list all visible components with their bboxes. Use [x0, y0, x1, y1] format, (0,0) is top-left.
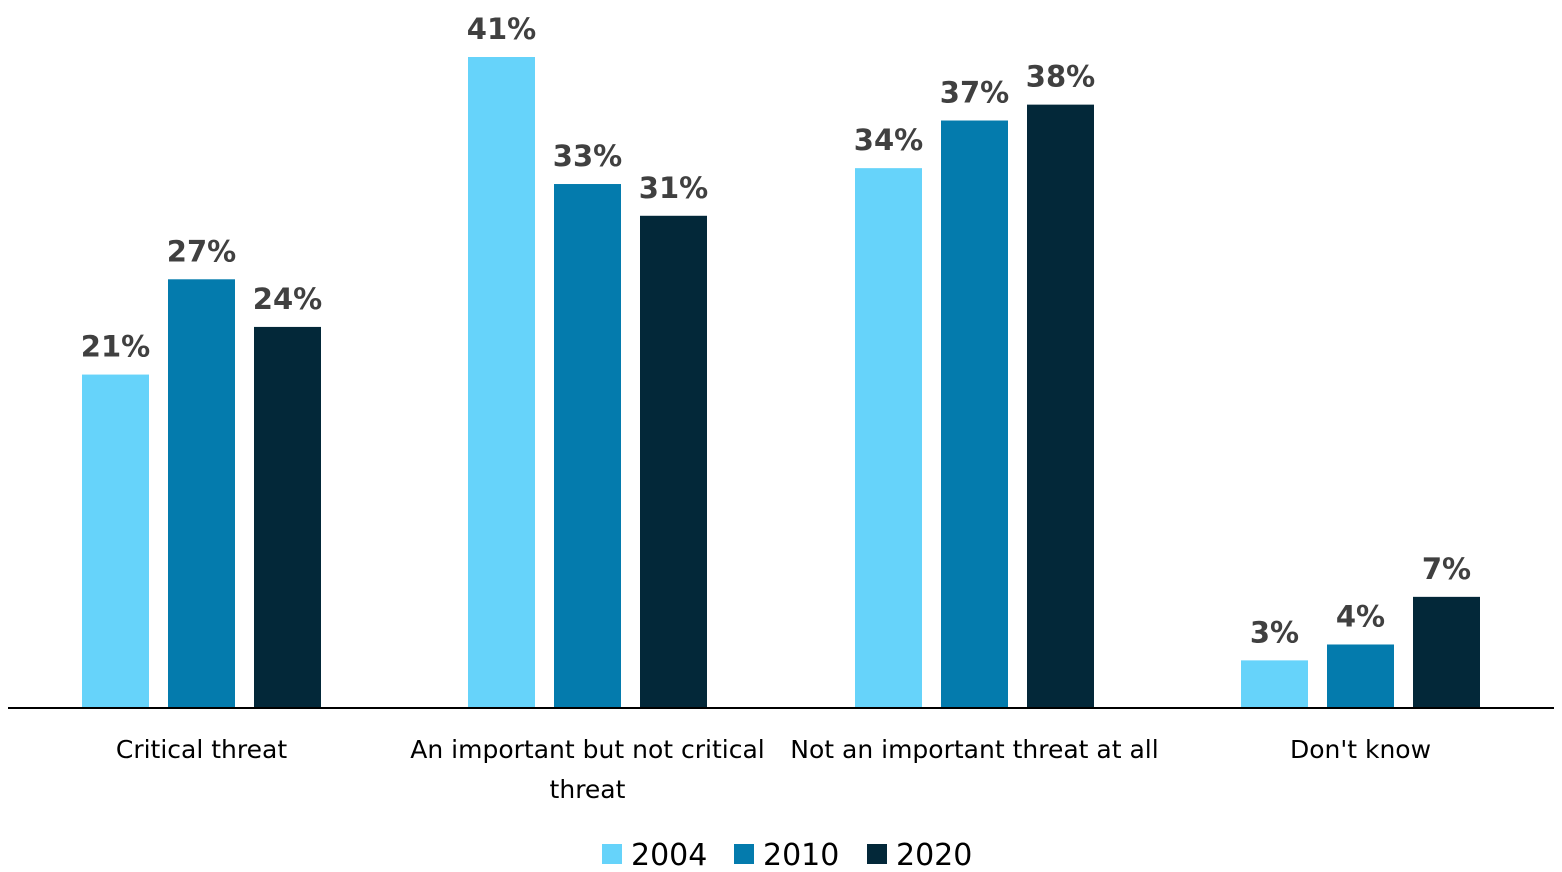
data-label-2010-4: 4%	[1336, 599, 1385, 633]
category-labels-layer: Critical threat An important but not crit…	[116, 735, 1431, 804]
data-label-2004-2: 41%	[467, 12, 536, 46]
bar-2020-4	[1413, 596, 1480, 708]
legend-swatch-2010	[734, 844, 754, 864]
bar-2010-2	[554, 184, 621, 708]
category-label-2-line-1: An important but not critical	[410, 735, 764, 764]
bar-2010-4	[1327, 644, 1394, 708]
category-label-2-line-2: threat	[550, 775, 626, 804]
bar-2004-2	[468, 57, 535, 708]
legend-label-2020: 2020	[896, 838, 972, 872]
legend: 2004 2010 2020	[602, 838, 972, 872]
bar-2010-1	[168, 279, 235, 708]
data-label-2004-1: 21%	[81, 330, 150, 364]
legend-swatch-2020	[867, 844, 887, 864]
bars-layer	[82, 57, 1480, 708]
value-labels-layer: 21% 41% 34% 3% 27% 33% 37% 4% 24% 31% 38% 7%	[81, 12, 1471, 649]
category-label-4: Don't know	[1290, 735, 1431, 764]
data-label-2004-4: 3%	[1250, 615, 1299, 649]
data-label-2020-4: 7%	[1422, 552, 1471, 586]
bar-2010-3	[941, 120, 1008, 708]
bar-2020-1	[254, 326, 321, 708]
category-label-1: Critical threat	[116, 735, 287, 764]
bar-2020-3	[1027, 104, 1094, 708]
data-label-2010-1: 27%	[167, 234, 236, 268]
category-label-3: Not an important threat at all	[790, 735, 1158, 764]
data-label-2020-2: 31%	[639, 171, 708, 205]
bar-2004-1	[82, 374, 149, 708]
legend-label-2004: 2004	[631, 838, 707, 872]
data-label-2020-1: 24%	[253, 282, 322, 316]
legend-label-2010: 2010	[763, 838, 839, 872]
bar-2004-3	[855, 168, 922, 708]
bar-2020-2	[640, 215, 707, 708]
data-label-2010-2: 33%	[553, 139, 622, 173]
data-label-2004-3: 34%	[854, 123, 923, 157]
legend-swatch-2004	[602, 844, 622, 864]
data-label-2010-3: 37%	[940, 76, 1009, 110]
data-label-2020-3: 38%	[1026, 60, 1095, 94]
bar-2004-4	[1241, 660, 1308, 708]
